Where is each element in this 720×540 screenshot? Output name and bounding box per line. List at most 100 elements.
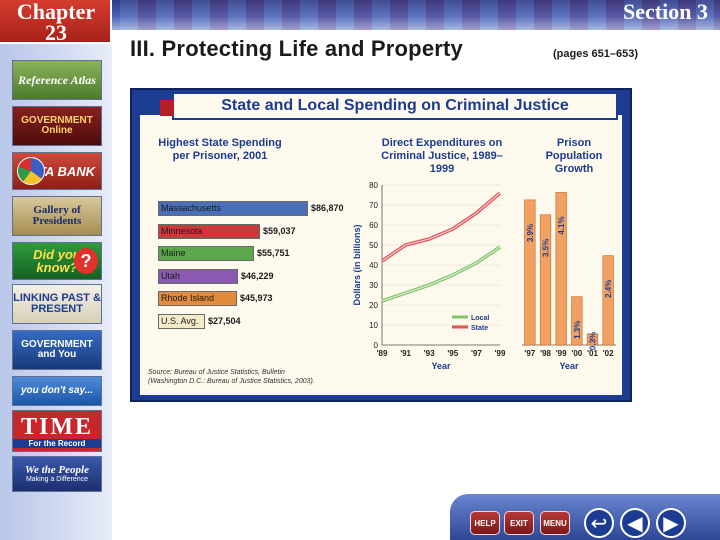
x-tick-label: '91 xyxy=(400,349,411,358)
bar-value-label: 3.5% xyxy=(542,239,551,257)
legend-label: Local xyxy=(471,315,489,322)
sidebar-item-linking-past-present[interactable]: LINKING PAST & PRESENT xyxy=(12,284,102,324)
sidebar-item-we-the-people[interactable]: We the People Making a Difference xyxy=(12,456,102,492)
bar-category-label: U.S. Avg. xyxy=(161,315,199,326)
x-tick-label: '00 xyxy=(571,349,582,358)
figure-body: Highest State Spending per Prisoner, 200… xyxy=(140,115,622,395)
x-tick-label: '97 xyxy=(471,349,482,358)
y-tick-label: 50 xyxy=(369,241,378,250)
y-tick-label: 40 xyxy=(369,261,378,270)
chart2-title: Direct Expenditures on Criminal Justice,… xyxy=(381,137,503,176)
sidebar-item-label: GOVERNMENT and You xyxy=(21,339,93,360)
bar-97 xyxy=(524,199,536,346)
flag-stripes xyxy=(120,0,720,30)
x-tick-label: '95 xyxy=(447,349,458,358)
bar-u-s-avg xyxy=(158,313,205,329)
page-title: III. Protecting Life and Property xyxy=(130,36,463,61)
section-label: Section 3 xyxy=(623,0,708,24)
sidebar-item-sublabel: For the Record xyxy=(13,438,101,448)
pie-chart-icon xyxy=(17,157,45,185)
bar-02 xyxy=(602,255,614,346)
bar-rhode-island xyxy=(158,291,237,306)
bar-category-label: Massachusetts xyxy=(161,203,222,213)
back-arrow-icon[interactable]: ◀ xyxy=(620,508,650,538)
bar-minnesota xyxy=(158,223,260,239)
x-axis-label: Year xyxy=(559,361,579,371)
bar-value-label: $46,229 xyxy=(241,270,274,281)
menu-button[interactable]: MENU xyxy=(540,511,570,535)
bar-00 xyxy=(571,296,583,346)
x-tick-label: '01 xyxy=(587,349,598,358)
source-line-1: Source: Bureau of Justice Statistics, Bu… xyxy=(148,369,285,376)
x-axis-label: Year xyxy=(431,361,451,371)
y-tick-label: 0 xyxy=(374,341,379,350)
forward-arrow-icon[interactable]: ▶ xyxy=(656,508,686,538)
question-icon: ? xyxy=(74,248,98,274)
sidebar-item-time[interactable]: TIME For the Record xyxy=(12,410,102,452)
page-reference: (pages 651–653) xyxy=(553,48,638,60)
bar-99 xyxy=(555,192,567,346)
chapter-badge: Chapter 23 xyxy=(0,0,112,45)
bar-98 xyxy=(539,214,552,346)
bar-maine xyxy=(158,246,254,261)
y-tick-label: 80 xyxy=(369,181,378,190)
sidebar-item-label: We the People xyxy=(25,464,89,476)
y-tick-label: 10 xyxy=(369,321,378,330)
bar-value-label: 4.1% xyxy=(557,216,566,234)
x-tick-label: '99 xyxy=(556,349,567,358)
bar-01 xyxy=(586,333,599,346)
sidebar-item-did-you-know[interactable]: Did you know? ? xyxy=(12,242,102,280)
sidebar-item-gallery-of-presidents[interactable]: Gallery of Presidents xyxy=(12,196,102,236)
chart2-line-chart: 0 10 20 30 40 50 60 70 80 '89 '91 '93 '95 '97 '99 Year D… xyxy=(352,181,506,371)
bar-value-label: 0.3% xyxy=(589,332,598,350)
sidebar-item-label: Gallery of Presidents xyxy=(32,204,82,227)
figure-banner: State and Local Spending on Criminal Jus… xyxy=(160,92,618,120)
return-arrow-icon[interactable]: ↩ xyxy=(584,508,614,538)
series-line-local xyxy=(381,245,501,303)
sidebar-item-label: you don't say... xyxy=(20,385,94,396)
sidebar-item-reference-atlas[interactable]: Reference Atlas xyxy=(12,60,102,100)
help-button[interactable]: HELP xyxy=(470,511,500,535)
y-tick-label: 60 xyxy=(369,221,378,230)
x-tick-label: '99 xyxy=(495,349,506,358)
x-tick-label: '89 xyxy=(377,349,388,358)
sidebar-item-label: TIME xyxy=(20,413,93,440)
banner-ribbon xyxy=(160,100,174,116)
y-tick-label: 70 xyxy=(369,201,378,210)
bar-value-label: $27,504 xyxy=(208,315,241,326)
bar-value-label: 2.4% xyxy=(604,280,613,298)
x-tick-label: '97 xyxy=(524,349,535,358)
y-tick-label: 20 xyxy=(369,301,378,310)
x-tick-label: '93 xyxy=(424,349,435,358)
sidebar-item-sublabel: Making a Difference xyxy=(25,476,89,483)
y-tick-label: 30 xyxy=(369,281,378,290)
bar-category-label: Rhode Island xyxy=(161,293,215,303)
bar-value-label: $45,973 xyxy=(240,293,273,303)
figure-panel: State and Local Spending on Criminal Jus… xyxy=(130,88,632,402)
exit-button[interactable]: EXIT xyxy=(504,511,534,535)
sidebar-item-label: GOVERNMENT Online xyxy=(21,115,93,136)
series-line-highlight xyxy=(381,192,501,262)
bar-value-label: $86,870 xyxy=(311,203,344,213)
chart1-title: Highest State Spending per Prisoner, 200… xyxy=(158,137,282,163)
chart3-bar-chart: 3.9% '97 3.5% '98 4.1% '99 1.3% '00 0.3%'01 2.4% '… xyxy=(522,192,616,371)
series-line-highlight xyxy=(381,246,501,302)
x-tick-label: '98 xyxy=(540,349,551,358)
bar-category-label: Utah xyxy=(161,270,181,281)
bar-value-label: $59,037 xyxy=(263,225,296,236)
chapter-label: Chapter xyxy=(16,0,96,24)
bar-category-label: Maine xyxy=(161,248,186,258)
bar-value-label: 1.3% xyxy=(573,321,582,339)
sidebar-item-data-bank[interactable]: DATA BANK xyxy=(12,152,102,190)
bar-category-label: Minnesota xyxy=(161,225,203,236)
series-line-state xyxy=(381,191,502,263)
bar-massachusetts xyxy=(158,201,308,216)
sidebar-item-government-and-you[interactable]: GOVERNMENT and You xyxy=(12,330,102,370)
x-tick-label: '02 xyxy=(603,349,614,358)
sidebar-item-government-online[interactable]: GOVERNMENT Online xyxy=(12,106,102,146)
sidebar-item-you-dont-say[interactable]: you don't say... xyxy=(12,376,102,406)
y-axis-label: Dollars (in billions) xyxy=(352,224,362,305)
source-note: Source: Bureau of Justice Statistics, Bu… xyxy=(148,369,315,387)
top-banner xyxy=(0,0,720,30)
chart3-title: Prison Population Growth xyxy=(545,137,603,176)
